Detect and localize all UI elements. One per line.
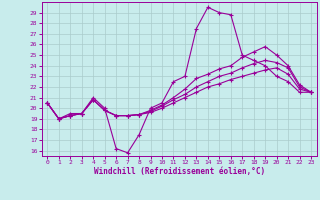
X-axis label: Windchill (Refroidissement éolien,°C): Windchill (Refroidissement éolien,°C) [94, 167, 265, 176]
